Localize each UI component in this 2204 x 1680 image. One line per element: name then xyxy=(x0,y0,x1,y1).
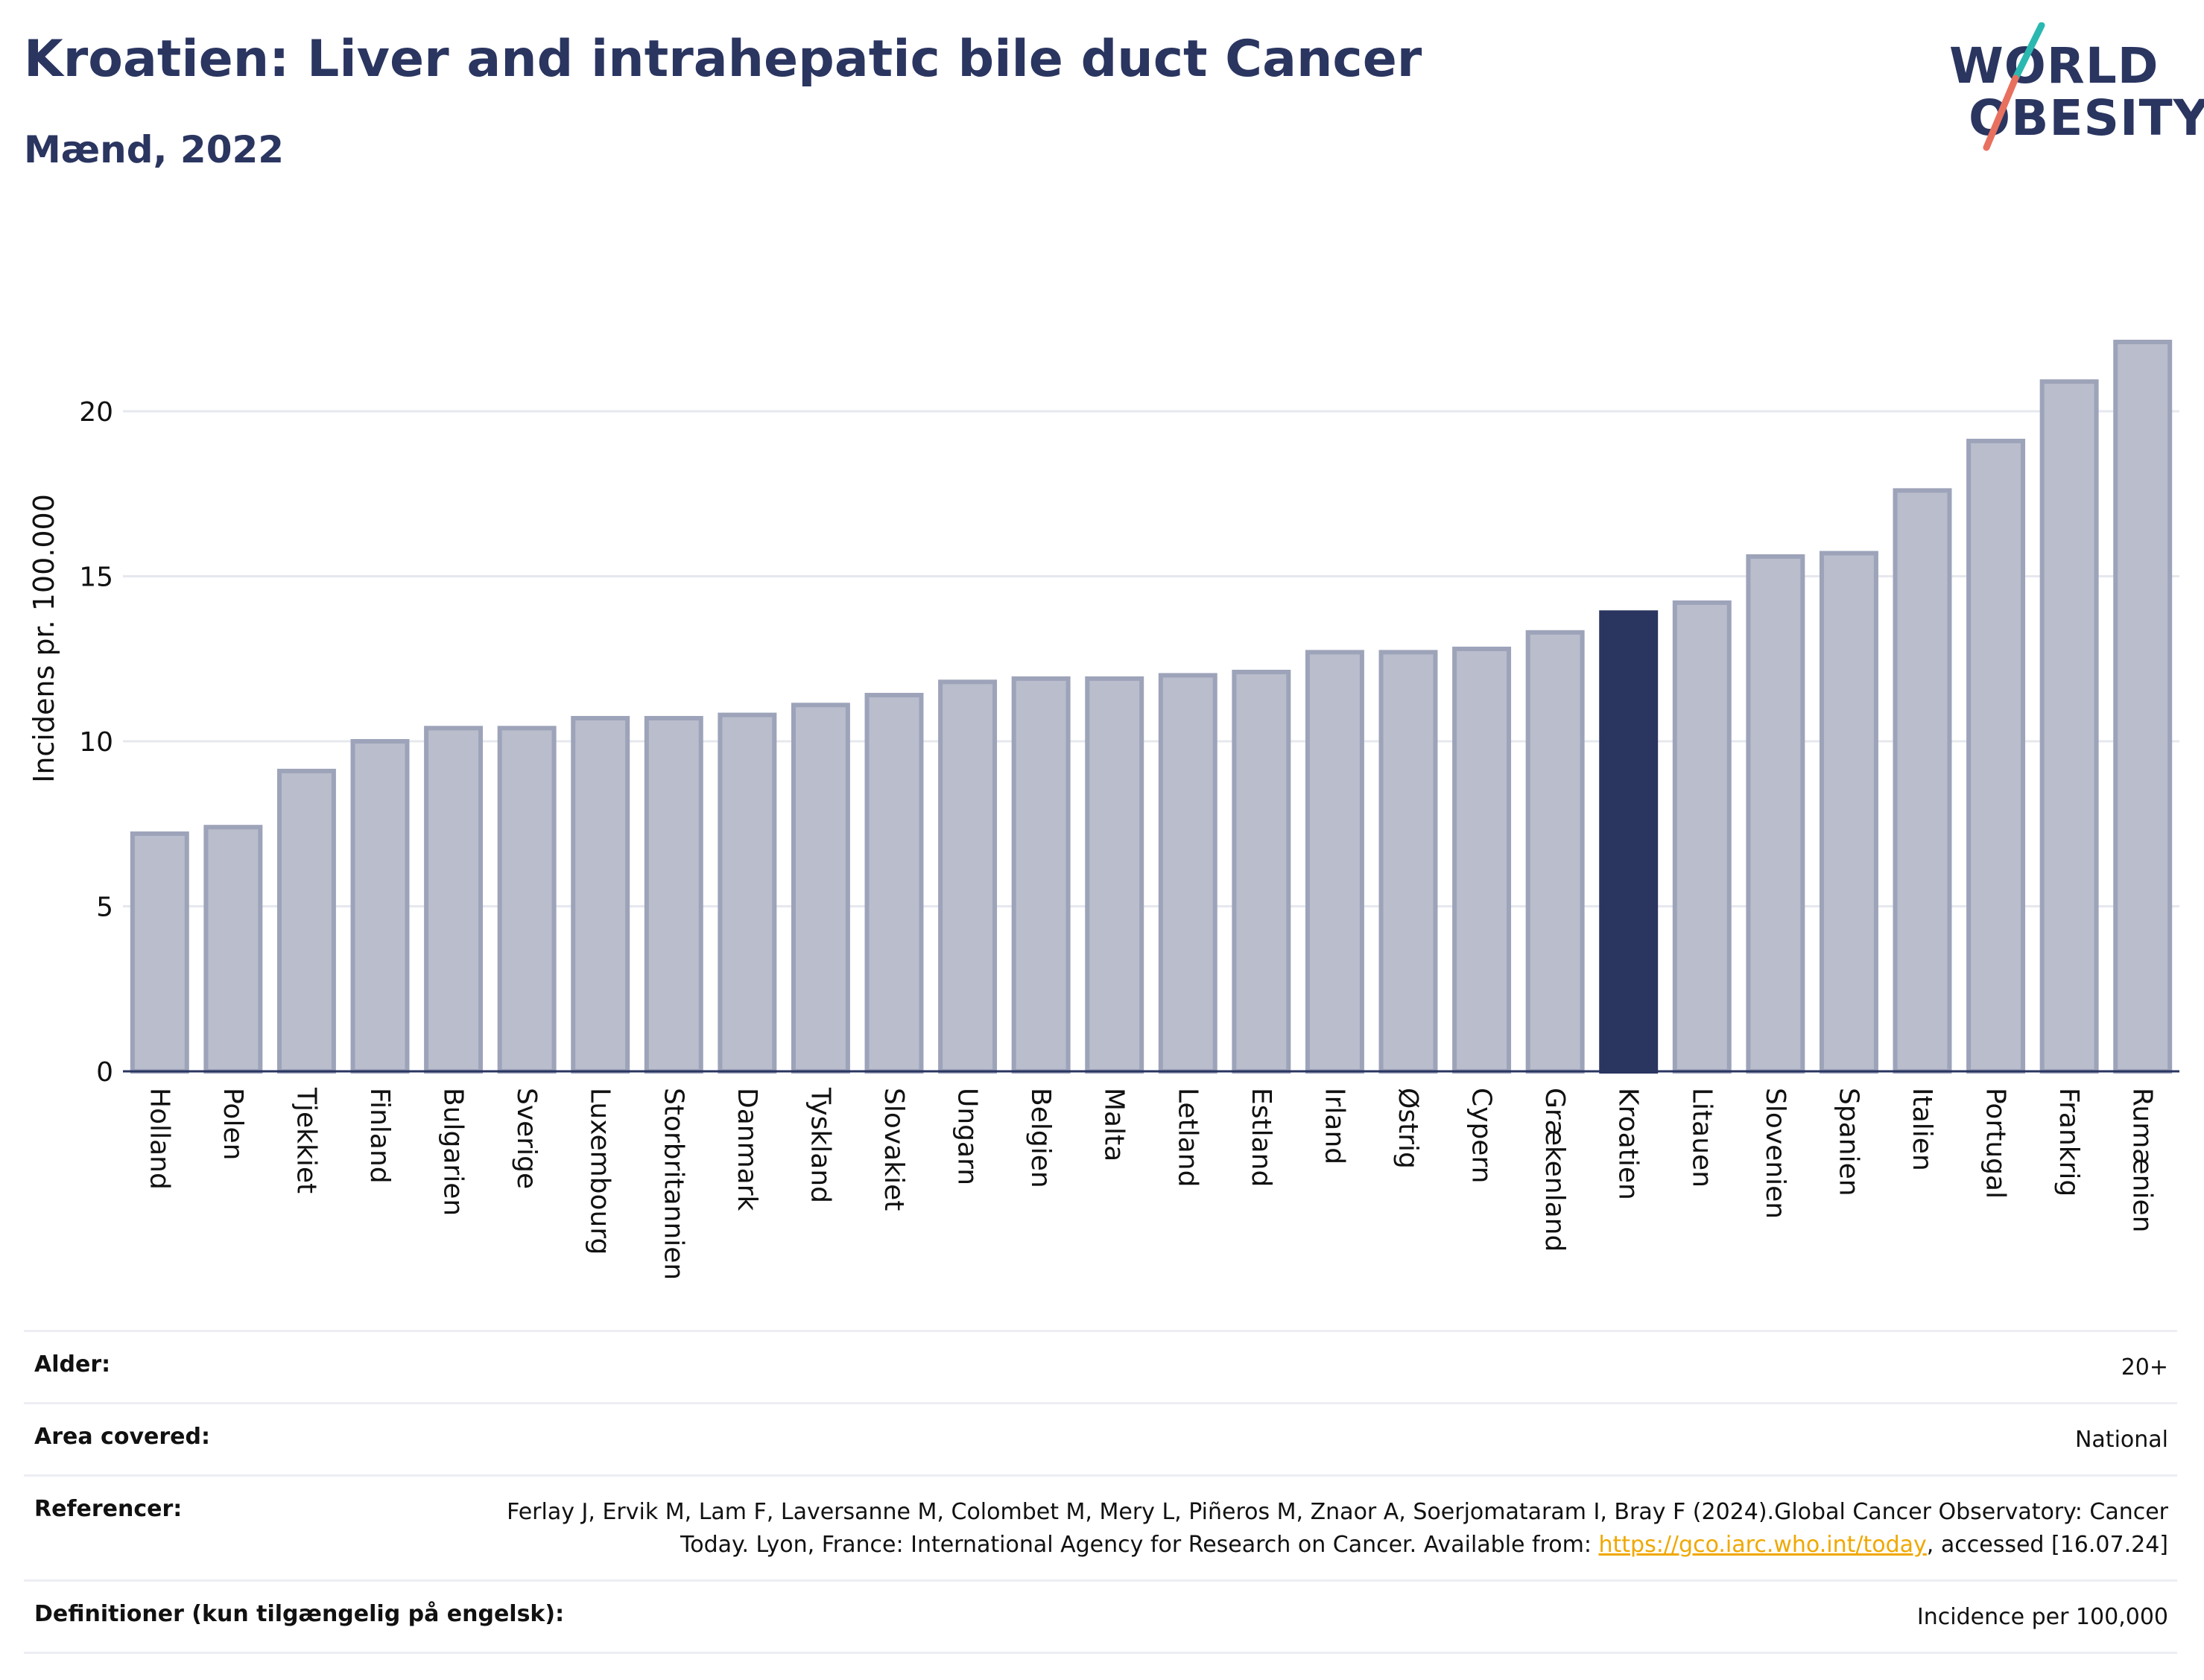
bar-tjekkiet[interactable] xyxy=(276,768,336,1074)
axes: 0 5 10 15 20 Holland Polen Tjekkiet Finland Bulga… xyxy=(79,397,2179,1280)
bar-slovakiet[interactable] xyxy=(864,693,924,1074)
references-text: Ferlay J, Ervik M, Lam F, Laversanne M, … xyxy=(507,1499,2168,1558)
y-tick-label: 5 xyxy=(96,893,113,923)
bars xyxy=(130,340,2173,1074)
x-tick-label: Ungarn xyxy=(952,1088,983,1185)
bar-slovenien[interactable] xyxy=(1746,554,1805,1074)
y-tick-label: 0 xyxy=(96,1057,113,1088)
x-tick-label: Portugal xyxy=(1980,1088,2011,1199)
bar-italien[interactable] xyxy=(1893,488,1952,1074)
definitions-value: Incidence per 100,000 xyxy=(1916,1604,2168,1630)
logo-slash-icon xyxy=(1983,22,2045,151)
references-access-date: , accessed [16.07.24] xyxy=(1926,1532,2168,1558)
bar-irland[interactable] xyxy=(1305,650,1364,1074)
bar-sverige[interactable] xyxy=(497,726,557,1074)
world-obesity-logo: WORLD OBESITY xyxy=(1937,22,2204,156)
x-tick-label: Frankrig xyxy=(2053,1088,2084,1196)
bar-finland[interactable] xyxy=(350,739,410,1074)
x-tick-label: Cypern xyxy=(1466,1088,1497,1183)
bar-ungarn[interactable] xyxy=(938,679,998,1074)
bar-chart: 0 5 10 15 20 Holland Polen Tjekkiet Finland Bulga… xyxy=(28,340,2179,1280)
definitions-label: Definitioner (kun tilgængelig på engelsk… xyxy=(34,1601,565,1627)
x-tick-label: Bulgarien xyxy=(438,1088,469,1216)
info-row-definitions: Definitioner (kun tilgængelig på engelsk… xyxy=(24,1579,2177,1654)
references-label: Referencer: xyxy=(34,1496,183,1522)
bar-østrig[interactable] xyxy=(1378,650,1438,1074)
x-tick-label: Malta xyxy=(1099,1088,1130,1161)
bar-tyskland[interactable] xyxy=(791,703,850,1074)
area-value: National xyxy=(2074,1427,2168,1453)
x-tick-label: Rumænien xyxy=(2127,1088,2158,1232)
x-tick-label: Tyskland xyxy=(805,1087,835,1203)
bar-polen[interactable] xyxy=(203,825,263,1074)
bar-litauen[interactable] xyxy=(1672,600,1732,1074)
bar-grækenland[interactable] xyxy=(1525,630,1585,1074)
y-tick-label: 15 xyxy=(79,562,113,593)
info-row-age: Alder: 20+ xyxy=(24,1330,2177,1402)
bar-cypern[interactable] xyxy=(1452,646,1512,1074)
age-label: Alder: xyxy=(34,1351,111,1378)
bar-letland[interactable] xyxy=(1158,673,1217,1074)
y-axis-title: Incidens pr. 100.000 xyxy=(28,494,60,783)
bar-holland[interactable] xyxy=(130,831,189,1074)
x-tick-label: Italien xyxy=(1907,1088,1937,1171)
x-tick-label: Østrig xyxy=(1393,1088,1423,1169)
x-tick-label: Grækenland xyxy=(1539,1088,1570,1252)
y-tick-label: 10 xyxy=(79,727,113,758)
info-row-references: Referencer: Ferlay J, Ervik M, Lam F, La… xyxy=(24,1474,2177,1579)
chart-subtitle: Mænd, 2022 xyxy=(24,128,285,171)
x-tick-label: Sverige xyxy=(511,1088,542,1189)
x-tick-label: Finland xyxy=(364,1088,395,1184)
bar-bulgarien[interactable] xyxy=(424,726,484,1074)
x-tick-label: Kroatien xyxy=(1613,1088,1644,1200)
bar-danmark[interactable] xyxy=(718,712,777,1074)
references-value: Ferlay J, Ervik M, Lam F, Laversanne M, … xyxy=(492,1496,2168,1562)
x-tick-label: Slovakiet xyxy=(878,1088,909,1211)
info-row-area: Area covered: National xyxy=(24,1402,2177,1474)
x-tick-label: Belgien xyxy=(1025,1088,1056,1188)
bar-malta[interactable] xyxy=(1085,676,1144,1074)
x-tick-label: Holland xyxy=(144,1088,174,1190)
logo-line-1: WORLD xyxy=(1949,37,2159,95)
reference-link[interactable]: https://gco.iarc.who.int/today xyxy=(1598,1532,1927,1558)
x-tick-label: Storbritannien xyxy=(658,1088,688,1280)
info-table: Alder: 20+ Area covered: National Refere… xyxy=(24,1330,2177,1654)
chart-title: Kroatien: Liver and intrahepatic bile du… xyxy=(24,30,1422,89)
x-tick-label: Tjekkiet xyxy=(291,1087,321,1194)
x-tick-label: Estland xyxy=(1246,1088,1276,1187)
x-tick-label: Danmark xyxy=(732,1088,762,1211)
x-tick-label: Letland xyxy=(1172,1088,1203,1187)
x-tick-label: Polen xyxy=(218,1088,248,1160)
y-tick-label: 20 xyxy=(79,397,113,428)
bar-estland[interactable] xyxy=(1232,669,1291,1074)
x-tick-label: Slovenien xyxy=(1760,1088,1790,1219)
x-tick-label: Litauen xyxy=(1686,1088,1717,1188)
bar-portugal[interactable] xyxy=(1966,438,2026,1074)
x-tick-label: Spanien xyxy=(1833,1088,1863,1196)
age-value: 20+ xyxy=(2121,1354,2168,1381)
bar-belgien[interactable] xyxy=(1011,676,1071,1074)
bar-rumænien[interactable] xyxy=(2113,340,2173,1074)
bar-frankrig[interactable] xyxy=(2039,379,2099,1074)
bar-kroatien[interactable] xyxy=(1599,610,1659,1074)
x-tick-label: Irland xyxy=(1319,1088,1349,1164)
x-tick-label: Luxembourg xyxy=(585,1088,615,1255)
area-label: Area covered: xyxy=(34,1424,210,1450)
bar-spanien[interactable] xyxy=(1819,551,1878,1074)
bar-luxembourg[interactable] xyxy=(571,716,630,1074)
bar-storbritannien[interactable] xyxy=(644,716,703,1074)
